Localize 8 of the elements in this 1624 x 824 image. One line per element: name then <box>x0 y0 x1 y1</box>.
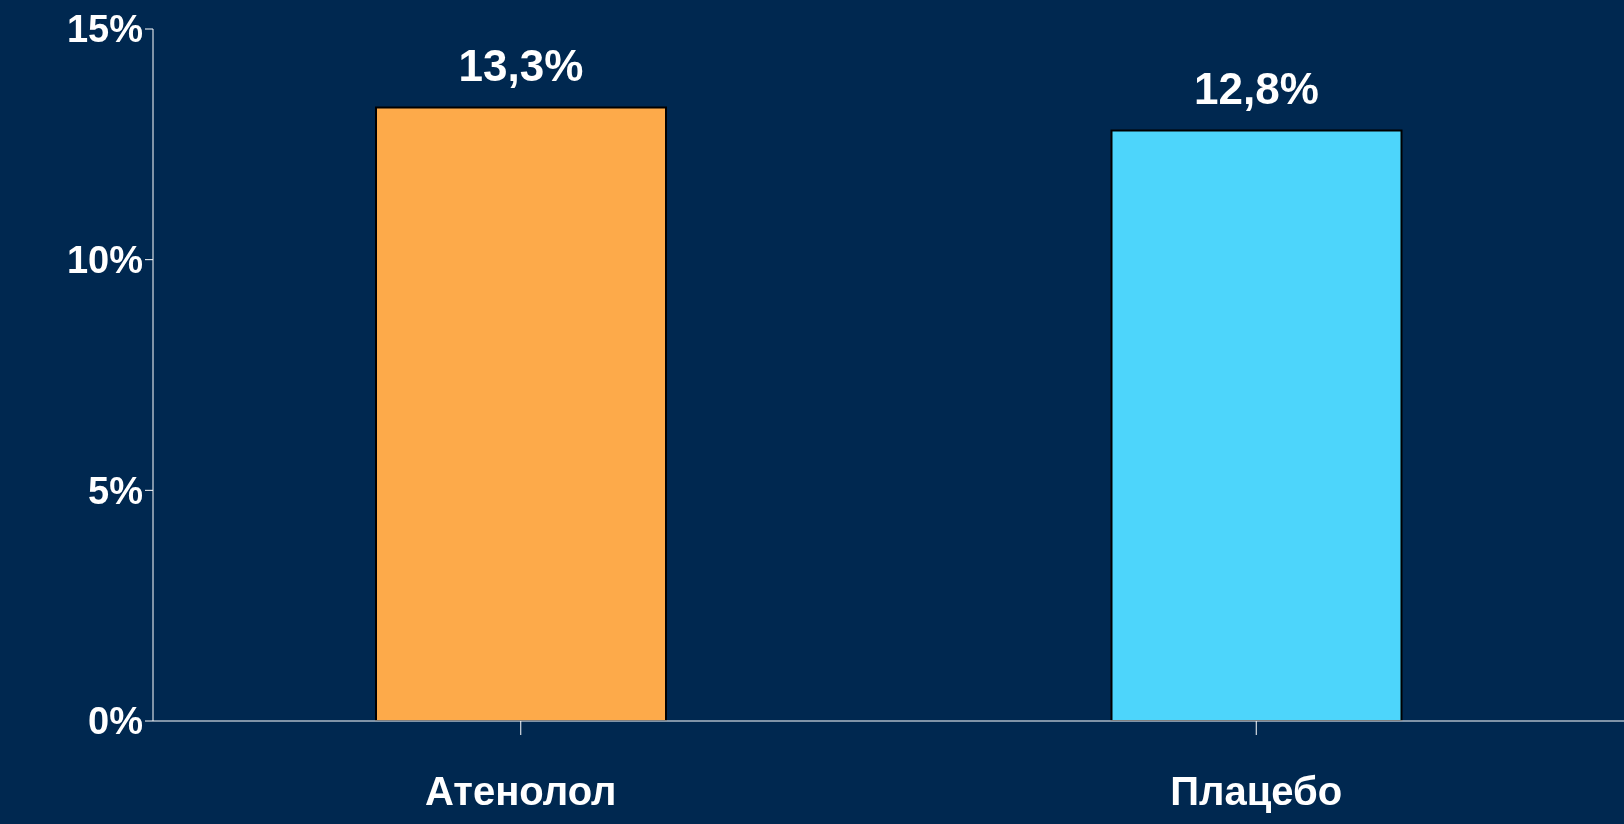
y-tick-label: 10% <box>66 239 143 282</box>
data-label: 13,3% <box>458 41 584 91</box>
y-tick-label: 0% <box>88 700 143 743</box>
x-tick-label: Плацебо <box>1170 769 1343 814</box>
data-label: 12,8% <box>1194 64 1319 114</box>
x-tick-label: Атенолол <box>424 769 617 814</box>
y-tick-label: 5% <box>88 469 143 512</box>
y-tick-label: 15% <box>66 8 143 51</box>
